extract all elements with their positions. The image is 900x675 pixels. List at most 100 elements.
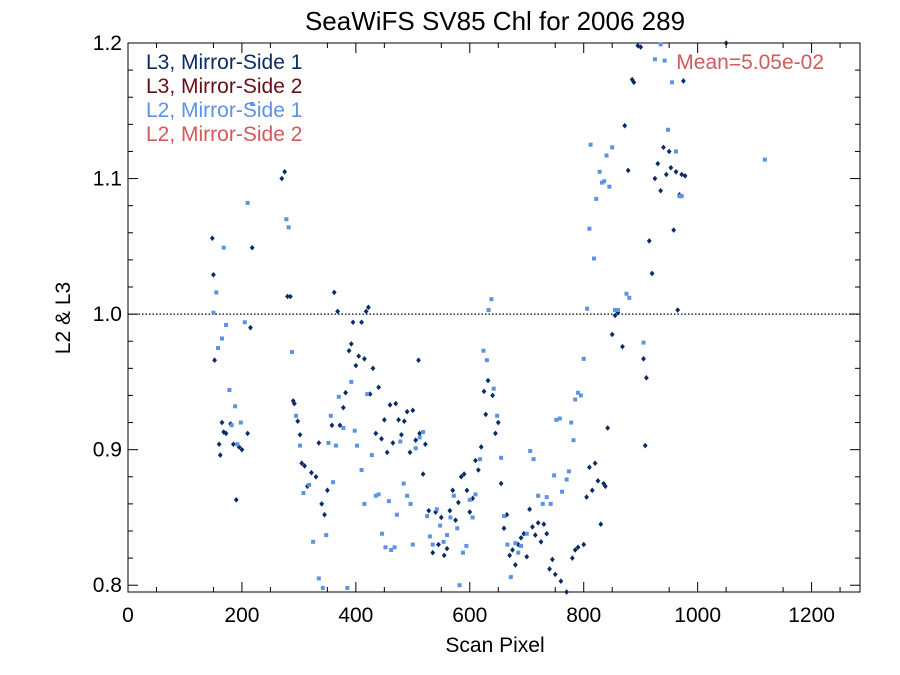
- data-point: [569, 420, 574, 425]
- data-point: [422, 441, 428, 448]
- data-point: [413, 437, 419, 443]
- data-point: [221, 245, 226, 250]
- data-point: [663, 171, 669, 178]
- data-point: [505, 542, 510, 547]
- data-point: [433, 509, 439, 515]
- data-point: [219, 336, 224, 341]
- data-point: [484, 358, 489, 363]
- data-point: [441, 539, 446, 544]
- data-point: [558, 578, 564, 584]
- data-point: [557, 416, 562, 421]
- data-point: [282, 168, 288, 175]
- data-point: [420, 471, 426, 477]
- legend-entry-4: L2, Mirror-Side 2: [146, 123, 302, 146]
- data-point: [536, 493, 541, 498]
- data-point: [652, 57, 657, 62]
- data-point: [451, 493, 456, 498]
- data-point: [307, 482, 312, 487]
- data-point: [510, 547, 515, 553]
- data-point: [350, 319, 356, 326]
- data-point: [427, 534, 432, 539]
- data-point: [394, 512, 399, 517]
- x-tick-label: 1000: [674, 604, 721, 627]
- data-point: [384, 449, 390, 456]
- data-point: [279, 175, 285, 182]
- data-point: [538, 539, 544, 545]
- data-point: [448, 515, 453, 520]
- data-point: [331, 289, 337, 296]
- data-point: [309, 469, 314, 476]
- data-point: [209, 235, 215, 241]
- data-point: [599, 180, 604, 185]
- data-point: [381, 417, 387, 423]
- data-point: [373, 430, 379, 437]
- data-point: [532, 532, 538, 538]
- data-point: [219, 419, 225, 426]
- data-point: [528, 449, 533, 454]
- data-point: [447, 507, 453, 514]
- data-point: [235, 442, 240, 447]
- data-point: [540, 501, 545, 506]
- data-point: [460, 550, 465, 555]
- data-point: [481, 348, 486, 353]
- data-point: [362, 501, 367, 506]
- data-point: [661, 144, 666, 151]
- data-point: [524, 553, 530, 560]
- data-point: [416, 357, 421, 363]
- data-point: [587, 464, 592, 471]
- data-point: [404, 408, 410, 415]
- data-point: [328, 413, 333, 418]
- data-point: [396, 417, 401, 423]
- data-point: [575, 544, 581, 551]
- data-point: [592, 460, 598, 467]
- data-point: [410, 542, 415, 547]
- data-point: [389, 547, 394, 552]
- data-point: [245, 200, 250, 205]
- data-point: [284, 217, 289, 222]
- data-point: [478, 457, 483, 462]
- data-point: [498, 480, 504, 487]
- mean-annotation: Mean=5.05e-02: [676, 51, 824, 74]
- data-point: [481, 388, 487, 395]
- data-point: [324, 487, 330, 494]
- data-point: [560, 489, 565, 494]
- data-point: [370, 365, 376, 372]
- data-point: [597, 169, 602, 174]
- data-point: [627, 295, 632, 300]
- x-tick-label: 1200: [788, 604, 835, 627]
- data-point: [436, 541, 441, 548]
- data-point: [518, 534, 524, 541]
- series-3: [211, 42, 767, 590]
- data-point: [587, 226, 592, 231]
- data-point: [457, 583, 462, 588]
- data-point: [622, 122, 628, 129]
- data-point: [495, 413, 500, 418]
- data-point: [311, 539, 316, 544]
- data-point: [671, 227, 677, 233]
- data-point: [211, 310, 216, 315]
- data-point: [299, 460, 305, 467]
- data-point: [658, 187, 664, 194]
- data-point: [615, 308, 620, 313]
- data-point: [410, 407, 416, 414]
- data-point: [245, 430, 251, 437]
- data-point: [236, 444, 242, 450]
- data-point: [387, 402, 393, 408]
- data-point: [642, 442, 648, 449]
- data-point: [682, 173, 688, 179]
- data-point: [620, 343, 625, 350]
- data-point: [491, 386, 496, 391]
- data-point: [365, 392, 370, 397]
- data-point: [239, 446, 245, 453]
- data-point: [588, 142, 593, 147]
- data-points: [209, 40, 767, 595]
- data-point: [483, 411, 489, 418]
- data-point: [613, 308, 618, 313]
- data-point: [413, 446, 418, 451]
- data-point: [216, 441, 222, 448]
- data-point: [362, 356, 367, 362]
- data-point: [386, 499, 391, 504]
- data-point: [467, 497, 472, 502]
- data-point: [547, 566, 552, 572]
